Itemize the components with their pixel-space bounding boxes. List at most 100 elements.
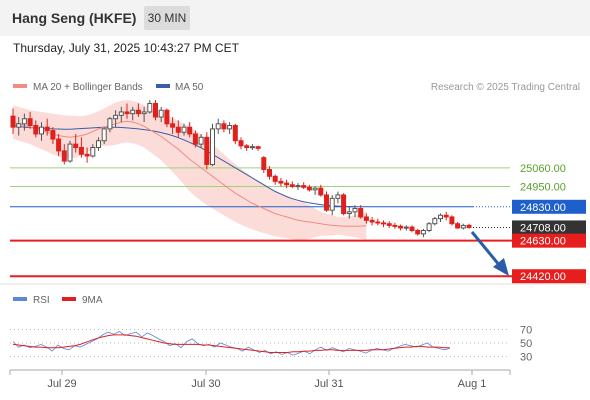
candle-body <box>358 207 364 218</box>
timestamp: Thursday, July 31, 2025 10:43:27 PM CET <box>13 41 239 55</box>
candle-body <box>210 128 215 165</box>
rsi-panel: 70 50 30 <box>10 324 532 364</box>
candle-body <box>432 218 438 225</box>
candle-body <box>113 114 119 120</box>
candle-body <box>170 123 176 128</box>
candle-body <box>426 223 432 231</box>
candle-body <box>192 133 198 145</box>
legend-9ma-label: 9MA <box>82 295 103 306</box>
rsi-tick-label: 50 <box>520 338 532 350</box>
candle-body <box>204 136 210 165</box>
candle-body <box>90 147 96 157</box>
candle-body <box>438 214 443 220</box>
candle-body <box>84 153 90 157</box>
last-price-label: 24708.00 <box>520 222 566 234</box>
candle-body <box>244 145 250 149</box>
pivot-label: 24830.00 <box>520 202 566 214</box>
level-labels-layer: 25060.00 24950.00 24830.00 24708.00 24630.00… <box>512 163 586 284</box>
legend-ma50-label: MA 50 <box>175 82 204 93</box>
x-tick-label: Jul 30 <box>191 378 220 390</box>
credit-text: Research © 2025 Trading Central <box>431 82 580 93</box>
candle-body <box>215 123 221 130</box>
candle-body <box>318 187 324 196</box>
candle-body <box>363 216 369 221</box>
bollinger-band-area <box>13 100 367 241</box>
candle-body <box>278 180 284 184</box>
candle-body <box>50 130 56 140</box>
candle-body <box>238 140 244 147</box>
legend-ma50-swatch <box>156 84 170 88</box>
x-axis: Jul 29 Jul 30 Jul 31 Aug 1 <box>9 369 511 390</box>
moving-average-layer <box>12 120 367 227</box>
candle-body <box>107 118 113 130</box>
candle-body <box>295 185 301 188</box>
candle-body <box>420 229 426 235</box>
interval-selector-button[interactable]: 30 MIN <box>144 6 190 30</box>
candle-body <box>386 223 392 226</box>
candle-body <box>398 225 404 229</box>
candle-body <box>78 147 84 155</box>
candle-body <box>158 109 164 118</box>
candle-body <box>261 157 267 171</box>
candle-body <box>27 118 33 126</box>
candle-body <box>147 102 153 113</box>
candle-body <box>33 124 39 135</box>
candle-body <box>221 123 227 130</box>
rsi-9ma-line <box>12 334 450 353</box>
x-tick-label: Aug 1 <box>458 378 487 390</box>
candle-body <box>466 224 472 228</box>
candle-body <box>449 216 455 225</box>
candle-body <box>118 111 124 116</box>
candle-body <box>21 118 27 125</box>
candle-body <box>460 224 466 229</box>
candle-body <box>73 143 79 149</box>
candle-body <box>352 207 358 213</box>
last-price-box <box>512 220 586 235</box>
candle-body <box>369 219 375 223</box>
candle-body <box>403 226 409 229</box>
candle-body <box>392 224 398 227</box>
candle-body <box>227 124 233 130</box>
price-levels-layer <box>10 167 512 278</box>
support-label-box <box>512 233 586 248</box>
candle-body <box>67 143 73 162</box>
candle-body <box>284 182 290 186</box>
candle-body <box>409 226 415 231</box>
candle-body <box>312 187 318 191</box>
candle-body <box>44 126 50 132</box>
ma50-line <box>12 125 356 208</box>
x-tick-label: Jul 29 <box>47 378 76 390</box>
candle-body <box>329 197 335 211</box>
ma20-line <box>12 120 367 227</box>
candle-body <box>346 211 352 215</box>
candle-body <box>249 146 255 149</box>
candle-body <box>289 184 295 187</box>
candlestick-layer <box>10 100 472 238</box>
candle-body <box>301 185 307 188</box>
candle-body <box>16 123 22 128</box>
candle-body <box>175 126 181 133</box>
candle-body <box>56 138 62 152</box>
legend-bollinger-swatch <box>13 84 27 88</box>
legend-rsi-swatch <box>13 297 27 301</box>
candle-body <box>267 169 272 177</box>
support-label-box <box>512 269 586 284</box>
candle-body <box>375 221 381 224</box>
legend-9ma-swatch <box>62 297 76 301</box>
chart-header: Hang Seng (HKFE) 30 MIN <box>0 0 590 36</box>
support-label: 24630.00 <box>520 236 566 248</box>
candle-body <box>181 126 187 133</box>
candle-body <box>61 150 67 162</box>
pivot-label-box <box>512 199 586 214</box>
candle-body <box>381 222 386 225</box>
rsi-tick-label: 70 <box>520 324 532 336</box>
candle-body <box>124 111 130 115</box>
candle-body <box>455 223 461 229</box>
candle-body <box>306 186 312 191</box>
candle-body <box>39 126 44 135</box>
support-label: 24420.00 <box>520 271 566 283</box>
candle-body <box>153 102 158 118</box>
bollinger-band-layer <box>13 100 367 241</box>
candle-body <box>164 109 170 125</box>
